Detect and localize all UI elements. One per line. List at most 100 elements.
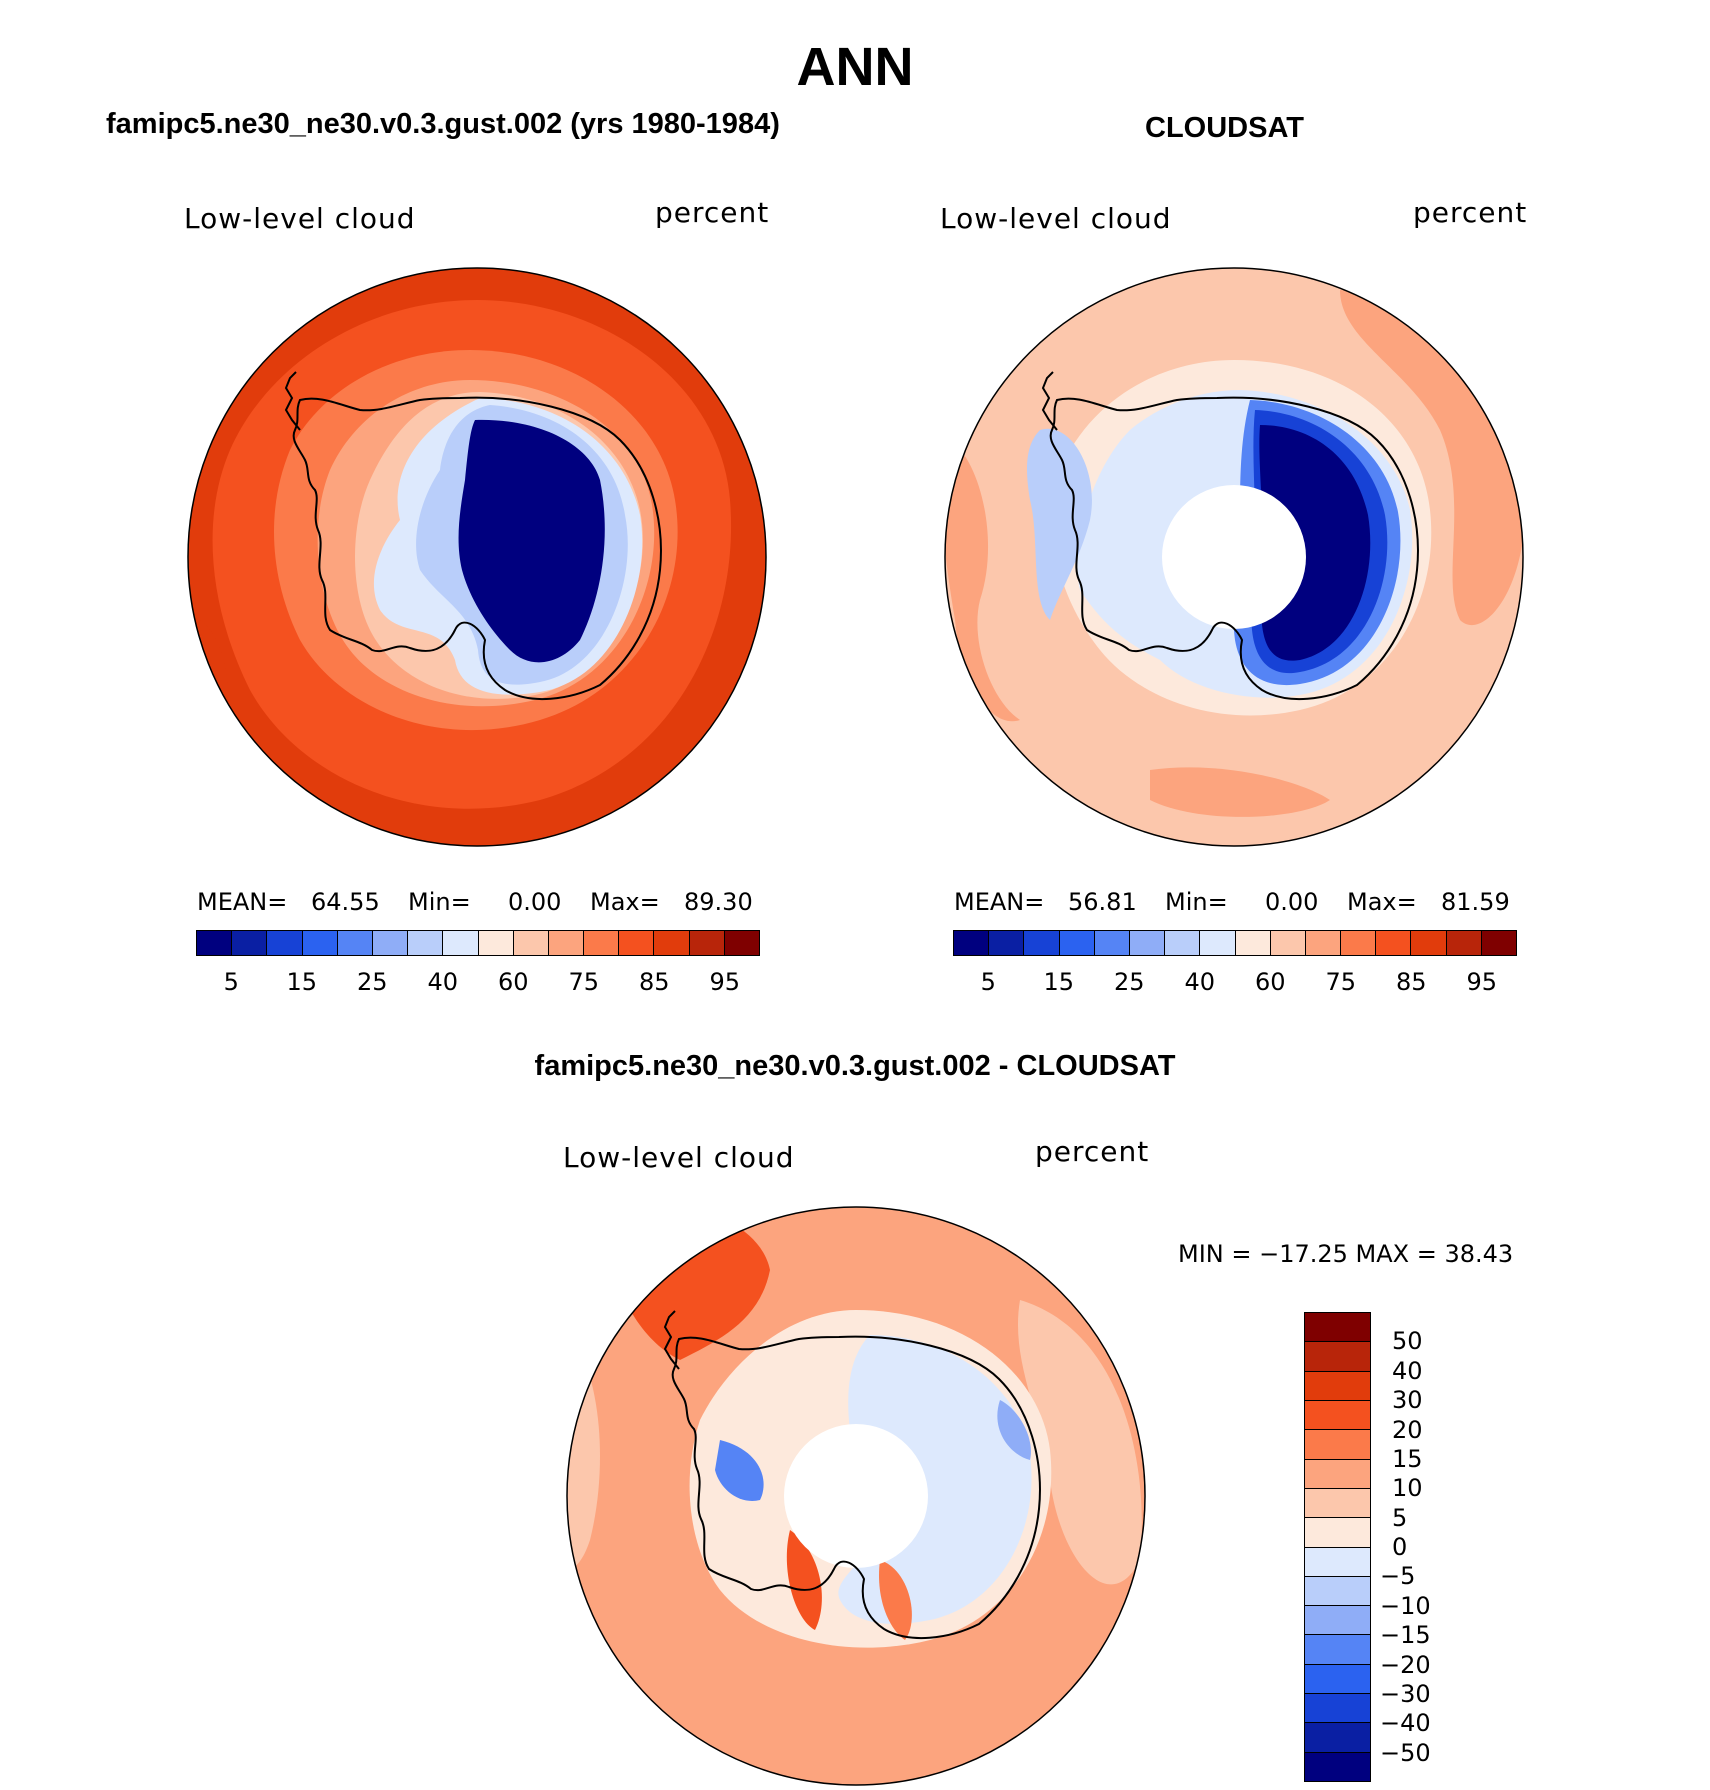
- panel3-band-5: [689, 1310, 1052, 1648]
- panel1-band-25: [416, 405, 628, 685]
- panel2-min-label: Min=: [1165, 888, 1228, 916]
- colorbar-tick-label: −50: [1380, 1738, 1431, 1767]
- panel1-ocean-outer: [188, 268, 766, 846]
- colorbar-tick-label: −5: [1380, 1562, 1416, 1591]
- panel1-mean-label: MEAN=: [197, 888, 288, 916]
- colorbar-swatch: [408, 931, 444, 955]
- panel1-max-value: 89.30: [684, 888, 753, 916]
- colorbar-tick-label: 85: [1395, 968, 1427, 996]
- colorbar-tick-label: 15: [1392, 1444, 1423, 1473]
- panel2-patch-east: [1340, 290, 1523, 626]
- colorbar-swatch: [1305, 1547, 1370, 1577]
- colorbar-tick-label: −15: [1380, 1621, 1431, 1650]
- colorbar-swatch: [197, 931, 233, 955]
- panel3-variable: Low-level cloud: [563, 1141, 795, 1174]
- panel2-max-label: Max=: [1347, 888, 1417, 916]
- panel1-variable: Low-level cloud: [184, 202, 416, 235]
- panel2-no-data-hole: [1162, 485, 1306, 629]
- panel2-title: CLOUDSAT: [1145, 112, 1304, 144]
- colorbar-swatch: [584, 931, 620, 955]
- colorbar-swatch: [1270, 931, 1306, 955]
- colorbar-tick-label: 0: [1392, 1533, 1408, 1561]
- colorbar-tick-label: −30: [1380, 1679, 1431, 1708]
- colorbar-tick-label: 10: [1392, 1474, 1423, 1503]
- colorbar-swatch: [372, 931, 409, 955]
- colorbar-swatch: [337, 931, 373, 955]
- panel3-patch-neg-west: [715, 1440, 764, 1501]
- panel2-map-border: [944, 267, 1524, 847]
- colorbar-tick-label: 5: [980, 968, 996, 996]
- colorbar-swatch: [1481, 931, 1516, 955]
- panel2-patch-west: [945, 440, 1020, 722]
- colorbar-swatch: [548, 931, 585, 955]
- panel1-band-40: [355, 392, 643, 699]
- panel2-max-value: 81.59: [1441, 888, 1510, 916]
- panel2-coastal-blue: [1027, 428, 1092, 620]
- colorbar-swatch: [267, 931, 303, 955]
- panel2-variable: Low-level cloud: [940, 202, 1172, 235]
- panel1-band-75: [273, 350, 678, 731]
- colorbar-swatch: [1235, 931, 1271, 955]
- colorbar-swatch: [1305, 1576, 1370, 1607]
- panel3-peninsula: [663, 1310, 680, 1370]
- colorbar-swatch: [302, 931, 338, 955]
- colorbar-swatch: [478, 931, 514, 955]
- panel1-peninsula: [284, 371, 301, 431]
- colorbar-swatch: [1059, 931, 1095, 955]
- colorbar-tick-label: 95: [709, 968, 741, 996]
- panel3-map-border: [566, 1206, 1146, 1786]
- colorbar-swatch: [1305, 1723, 1370, 1753]
- panel2-coastline: [1049, 396, 1419, 700]
- panel1-units: percent: [655, 196, 770, 229]
- colorbar-swatch: [654, 931, 690, 955]
- colorbar-tick-label: −10: [1380, 1591, 1431, 1620]
- colorbar-swatch: [1376, 931, 1412, 955]
- panel2-colorbar: [953, 930, 1517, 956]
- colorbar-swatch: [989, 931, 1025, 955]
- panel1-map-border: [187, 267, 767, 847]
- colorbar-swatch: [1129, 931, 1166, 955]
- panel2-band-40: [1077, 390, 1413, 698]
- panel2-min-value: 0.00: [1265, 888, 1319, 916]
- panel2-band-core: [1259, 425, 1371, 661]
- colorbar-tick-label: 75: [568, 968, 600, 996]
- panel3-title: famipc5.ne30_ne30.v0.3.gust.002 - CLOUDS…: [534, 1050, 1176, 1082]
- colorbar-swatch: [1165, 931, 1201, 955]
- colorbar-tick-label: 60: [1254, 968, 1286, 996]
- colorbar-swatch: [1411, 931, 1447, 955]
- panel1-title: famipc5.ne30_ne30.v0.3.gust.002 (yrs 198…: [106, 108, 780, 140]
- colorbar-swatch: [1305, 1694, 1370, 1724]
- colorbar-tick-label: 40: [1184, 968, 1216, 996]
- colorbar-tick-label: 15: [286, 968, 318, 996]
- colorbar-swatch: [1341, 931, 1377, 955]
- colorbar-tick-label: 85: [638, 968, 670, 996]
- panel2-band-inner: [1052, 360, 1432, 716]
- colorbar-tick-label: 20: [1392, 1415, 1423, 1444]
- colorbar-tick-label: 5: [1392, 1503, 1408, 1532]
- colorbar-swatch: [443, 931, 479, 955]
- colorbar-tick-label: 40: [1392, 1356, 1423, 1385]
- panel1-band-60: [317, 380, 655, 707]
- panel3-band-neg: [838, 1335, 1032, 1624]
- panel3-ocean-outer: [567, 1207, 1145, 1785]
- panel2-band-15: [1249, 410, 1388, 674]
- colorbar-tick-label: 25: [1113, 968, 1145, 996]
- colorbar-swatch: [1305, 1518, 1370, 1548]
- panel3-minmax: MIN = −17.25 MAX = 38.43: [1178, 1240, 1514, 1268]
- panel3-units: percent: [1035, 1135, 1150, 1168]
- panel3-patch-red2: [879, 1560, 912, 1640]
- panel3-patch-neg10: [997, 1400, 1031, 1460]
- colorbar-tick-label: 75: [1325, 968, 1357, 996]
- colorbar-swatch: [1305, 1606, 1370, 1636]
- panel1-band-85: [212, 300, 732, 809]
- colorbar-swatch: [1305, 1459, 1370, 1489]
- panel3-coastline: [671, 1335, 1041, 1639]
- colorbar-swatch: [1305, 1313, 1370, 1343]
- colorbar-tick-label: 60: [497, 968, 529, 996]
- colorbar-swatch: [1305, 1664, 1370, 1695]
- panel3-colorbar: [1304, 1312, 1371, 1782]
- colorbar-swatch: [1305, 1488, 1370, 1519]
- panel2-band-25: [1231, 400, 1401, 686]
- colorbar-swatch: [1094, 931, 1130, 955]
- colorbar-swatch: [1200, 931, 1236, 955]
